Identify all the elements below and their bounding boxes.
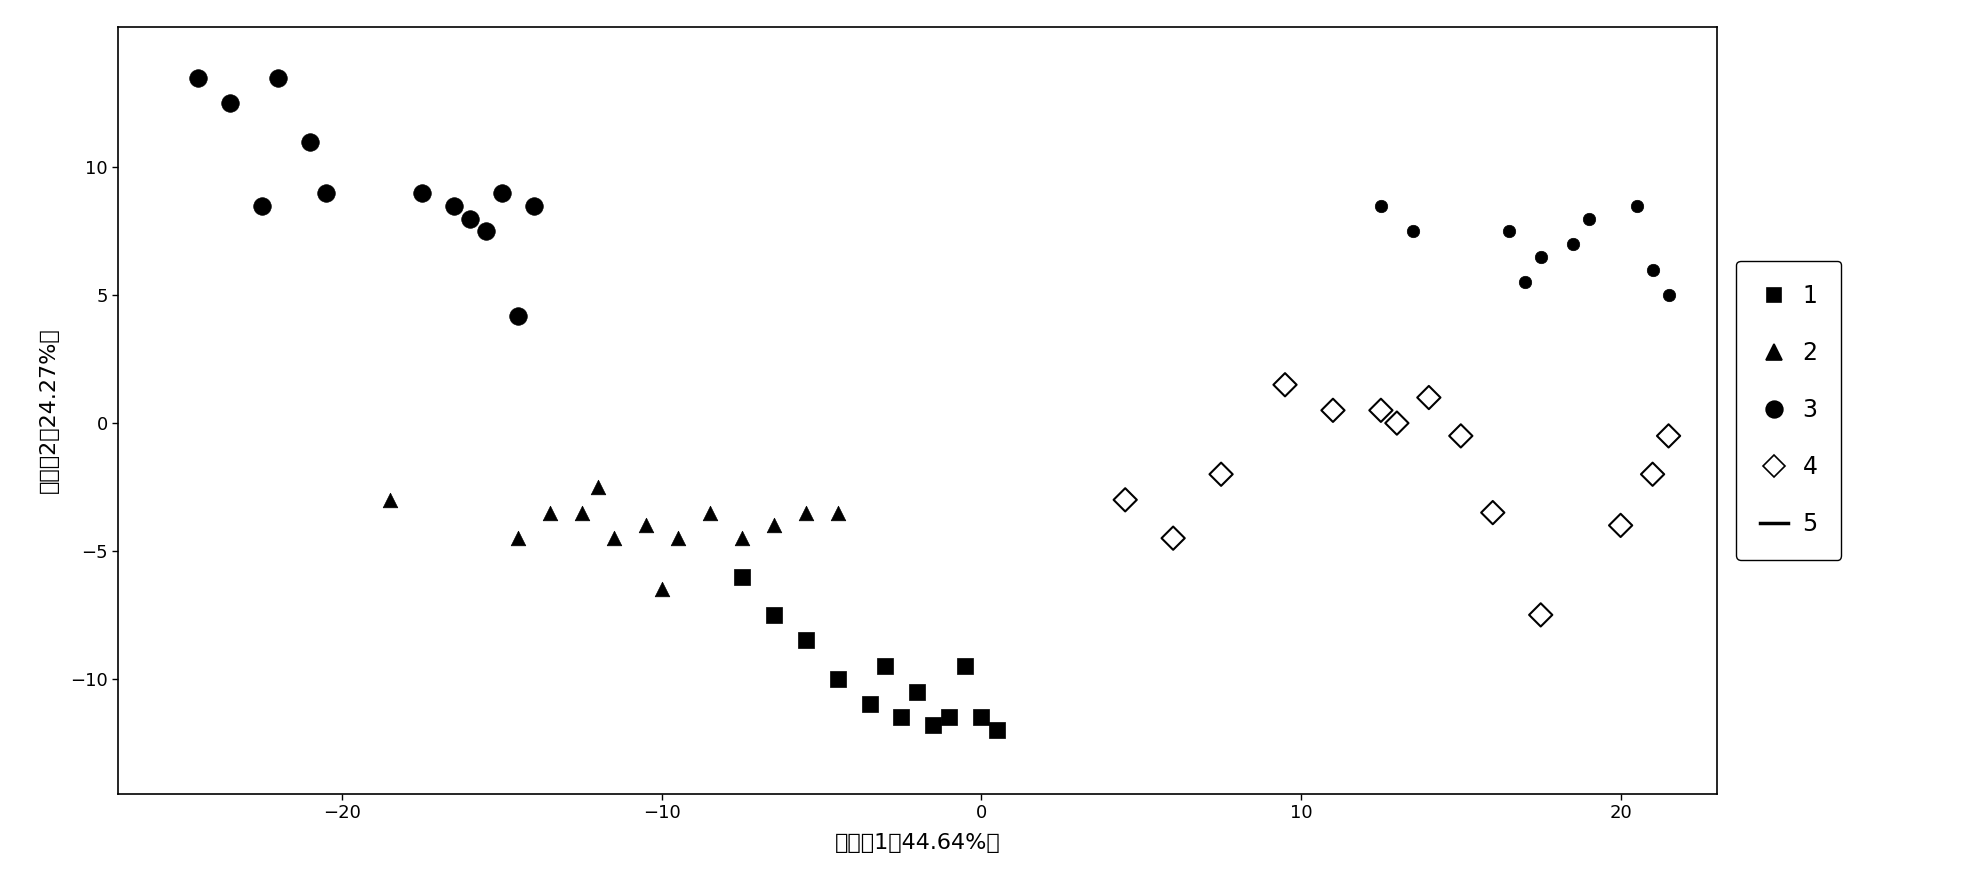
Point (1525, 607, 1557, 622)
Point (501, 309, 533, 323)
Point (1622, 199, 1653, 213)
Point (438, 199, 470, 213)
Point (183, 70, 215, 85)
Point (870, 659, 902, 673)
Point (262, 70, 294, 85)
Point (519, 199, 550, 213)
Point (949, 659, 981, 673)
Point (1269, 377, 1300, 392)
Point (1557, 237, 1588, 252)
Point (1478, 506, 1509, 520)
Point (917, 718, 949, 732)
Point (1206, 467, 1237, 482)
Point (1109, 492, 1140, 507)
Point (1397, 224, 1428, 238)
Point (1572, 211, 1604, 226)
Point (694, 506, 726, 520)
Point (470, 224, 501, 238)
Point (1638, 262, 1669, 277)
Point (1381, 416, 1413, 430)
Point (501, 531, 533, 545)
Point (726, 531, 758, 545)
Point (1638, 467, 1669, 482)
Point (1158, 531, 1190, 545)
Y-axis label: 主成劆2（24.27%）: 主成劆2（24.27%） (39, 327, 59, 493)
Point (789, 633, 821, 648)
Point (886, 710, 917, 724)
Point (854, 698, 886, 712)
Point (1318, 403, 1350, 417)
X-axis label: 主成劆1（44.64%）: 主成劆1（44.64%） (835, 833, 1000, 854)
Point (1653, 288, 1685, 302)
Point (983, 723, 1014, 737)
Point (1413, 391, 1444, 405)
Point (582, 480, 614, 494)
Point (629, 518, 661, 533)
Point (598, 531, 629, 545)
Point (1604, 518, 1636, 533)
Point (823, 506, 854, 520)
Point (566, 506, 598, 520)
Point (758, 518, 789, 533)
Point (1653, 429, 1685, 443)
Point (1444, 429, 1476, 443)
Point (965, 710, 996, 724)
Point (663, 531, 694, 545)
Point (535, 506, 566, 520)
Point (823, 672, 854, 686)
Legend: 1, 2, 3, 4, 5: 1, 2, 3, 4, 5 (1736, 260, 1841, 560)
Point (485, 186, 517, 200)
Point (726, 569, 758, 583)
Point (758, 607, 789, 622)
Point (215, 96, 247, 111)
Point (310, 186, 341, 200)
Point (933, 710, 965, 724)
Point (645, 582, 677, 597)
Point (789, 506, 821, 520)
Point (454, 211, 485, 226)
Point (1494, 224, 1525, 238)
Point (247, 199, 278, 213)
Point (1509, 276, 1541, 290)
Point (902, 684, 933, 698)
Point (1525, 250, 1557, 264)
Point (375, 492, 406, 507)
Point (294, 135, 326, 149)
Point (1365, 403, 1397, 417)
Point (406, 186, 438, 200)
Point (1365, 199, 1397, 213)
